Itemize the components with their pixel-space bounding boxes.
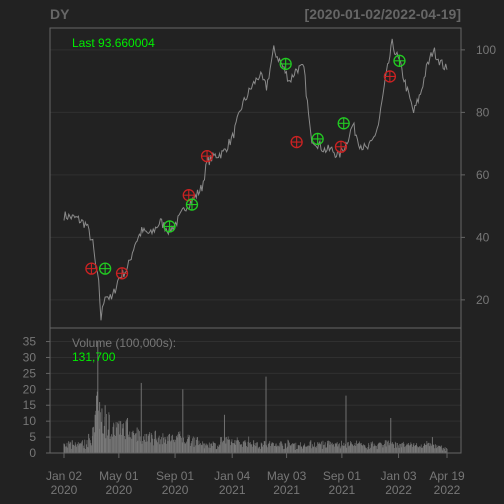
sell-marker [200,149,214,163]
x-tick-year: 2020 [105,483,132,497]
volume-y-tick-label: 15 [23,398,37,412]
buy-marker [163,220,176,233]
x-tick-year: 2021 [219,483,246,497]
volume-y-tick-label: 10 [23,414,37,428]
date-range: [2020-01-02/2022-04-19] [305,6,461,22]
buy-marker [311,132,324,146]
price-line [63,38,448,321]
price-y-axis: 20 40 60 80 100 [461,43,496,307]
sell-marker [115,267,129,280]
last-price-label: Last 93.660004 [72,36,155,50]
buy-marker [393,54,406,67]
volume-y-tick-label: 30 [23,350,37,364]
price-y-tick-label: 40 [476,230,490,244]
sell-marker [334,140,348,153]
x-tick-label: May 01 [99,469,139,483]
volume-y-tick-label: 35 [23,335,37,349]
x-tick-label: Jan 02 [46,469,82,483]
price-y-tick-label: 80 [476,105,490,119]
x-tick-label: May 03 [267,469,307,483]
x-tick-year: 2021 [273,483,300,497]
volume-bars [63,341,448,453]
x-tick-year: 2022 [385,483,412,497]
volume-y-tick-label: 20 [23,382,37,396]
x-tick-year: 2020 [51,483,78,497]
x-tick-year: 2022 [434,483,461,497]
buy-marker [98,262,112,275]
buy-marker [185,198,199,211]
x-tick-year: 2021 [329,483,356,497]
volume-last-value: 131,700 [72,350,116,364]
x-tick-year: 2020 [162,483,189,497]
x-tick-label: Sep 01 [156,469,194,483]
price-panel-frame [49,27,462,329]
sell-marker [383,70,397,83]
buy-marker [337,117,350,130]
signal-markers [85,54,406,280]
buy-marker [279,57,292,71]
sell-marker [85,262,98,275]
volume-label: Volume (100,000s): [72,336,176,350]
volume-y-tick-label: 0 [29,446,36,460]
volume-y-tick-label: 5 [29,430,36,444]
price-y-tick-label: 60 [476,168,490,182]
x-tick-label: Apr 19 [429,469,465,483]
symbol-title: DY [50,6,70,22]
price-y-tick-label: 100 [476,43,496,57]
x-tick-label: Jan 03 [381,469,417,483]
price-grid [50,49,461,301]
x-tick-label: Sep 01 [323,469,361,483]
volume-y-tick-label: 25 [23,366,37,380]
volume-panel-frame [49,327,462,454]
price-series [63,38,448,321]
sell-marker [290,135,303,149]
x-tick-label: Jan 04 [214,469,250,483]
price-y-tick-label: 20 [476,293,490,307]
